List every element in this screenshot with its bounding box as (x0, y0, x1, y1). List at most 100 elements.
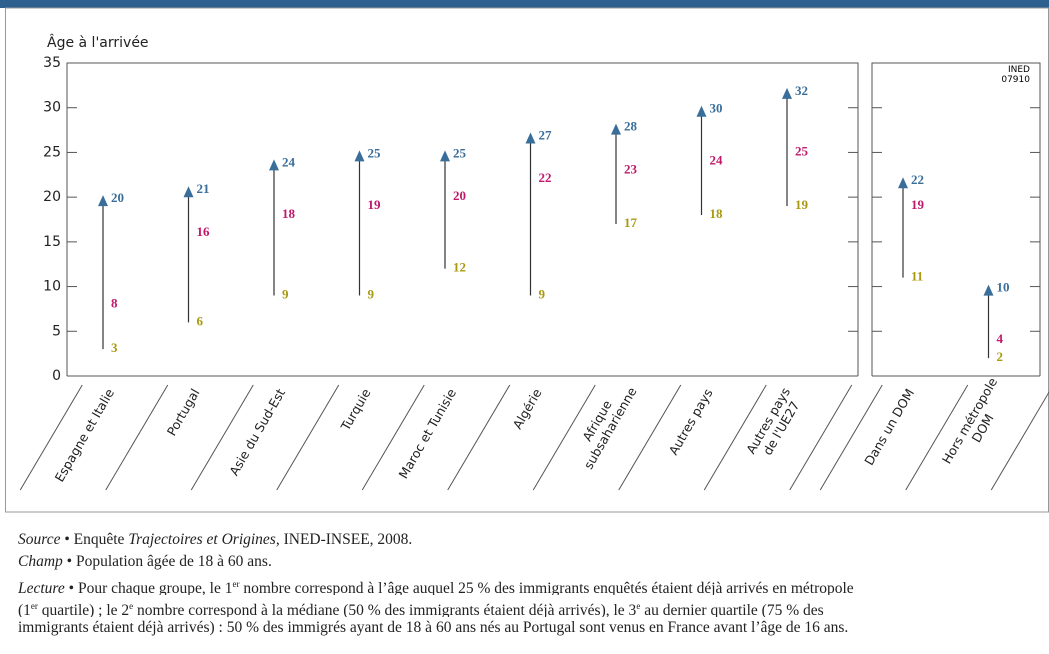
arrow-head (983, 284, 994, 296)
separator (105, 384, 169, 491)
separator (447, 384, 511, 491)
category-label: Turquie (337, 386, 373, 434)
value-label: 30 (710, 101, 723, 116)
annotation: 07910 (1001, 75, 1030, 85)
value-label: 3 (111, 340, 118, 355)
value-label: 2 (997, 349, 1004, 364)
value-label: 12 (453, 260, 466, 275)
footer-text: e (129, 601, 134, 611)
separator (819, 384, 883, 491)
panel-frame (66, 62, 859, 376)
footer-text: nombre correspond à l’âge auquel 25 % de… (239, 580, 854, 595)
value-label: 6 (197, 313, 204, 328)
value-label: 27 (539, 128, 553, 143)
value-label: 9 (539, 286, 546, 301)
value-label: 24 (710, 152, 724, 167)
y-tick-label: 20 (43, 189, 61, 205)
value-label: 23 (624, 161, 638, 176)
value-label: 22 (539, 170, 552, 185)
value-label: 22 (911, 172, 924, 187)
separator (19, 384, 83, 491)
arrow-head (269, 159, 279, 171)
footer-text: immigrants étaient déjà arrivés) : 50 % … (18, 619, 849, 636)
arrow-head (354, 150, 365, 162)
value-label: 25 (368, 145, 382, 160)
category-label: Espagne et Italie (52, 386, 118, 485)
separator (276, 384, 340, 491)
x-tick-label: Algérie (510, 386, 545, 432)
value-label: 25 (795, 143, 809, 158)
category-label: Dans un DOM (861, 386, 917, 468)
footer-text: Source (18, 531, 61, 548)
value-label: 9 (282, 286, 289, 301)
value-label: 18 (710, 206, 724, 221)
value-label: 21 (197, 181, 210, 196)
footer-text: Champ (18, 553, 63, 570)
arrow-head (440, 150, 450, 162)
value-label: 18 (282, 206, 296, 221)
footer-text: Lecture (18, 580, 65, 595)
category-label: Portugal (164, 386, 203, 438)
panel-frame (871, 62, 1041, 376)
arrow-head (696, 105, 707, 117)
separator (789, 384, 853, 491)
separator (532, 384, 596, 491)
value-label: 17 (624, 215, 638, 230)
y-tick-label: 15 (43, 234, 61, 250)
header-bar (0, 0, 1049, 8)
chart: Âge à l'arrivée INED 07910 0 5 10 15 20 25 30 3… (5, 7, 1049, 513)
separator (905, 384, 969, 491)
value-label: 28 (624, 119, 638, 134)
arrow-head (98, 195, 108, 207)
footer-text: Trajectoires et Origines (128, 531, 276, 548)
value-label: 20 (453, 188, 466, 203)
separator (361, 384, 425, 491)
footer: Source • Enquête Trajectoires et Origine… (18, 529, 1049, 639)
category-label: Autres pays (666, 386, 716, 458)
y-tick-label: 35 (43, 55, 61, 71)
footer-text: er (30, 601, 38, 611)
arrow-head (525, 132, 536, 144)
value-label: 4 (997, 331, 1004, 346)
footer-text: e (636, 601, 641, 611)
value-label: 19 (911, 197, 925, 212)
value-label: 10 (997, 280, 1010, 295)
footer-text: er (232, 579, 240, 589)
value-label: 24 (282, 154, 296, 169)
x-tick-label: Maroc et Tunisie (396, 386, 460, 481)
footer-text: au dernier quartile (75 % des (640, 602, 824, 617)
value-label: 9 (368, 286, 375, 301)
value-label: 19 (795, 197, 809, 212)
y-tick-label: 25 (43, 144, 61, 160)
footer-text: • Population âgée de 18 à 60 ans. (66, 553, 272, 570)
y-axis-label: Âge à l'arrivée (47, 33, 149, 51)
arrow-head (183, 186, 194, 198)
category-label: Asie du Sud-Est (226, 386, 288, 478)
separator (990, 391, 1049, 491)
value-label: 25 (453, 145, 467, 160)
x-tick-label: Asie du Sud-Est (226, 386, 288, 478)
category-label: Algérie (510, 386, 545, 432)
separator (190, 384, 254, 491)
footer-text: (1 (18, 602, 31, 617)
value-label: 16 (197, 224, 211, 239)
x-tick-label: Dans un DOM (861, 386, 917, 468)
footer-text: • Pour chaque groupe, le 1 (68, 580, 233, 595)
x-tick-label: Espagne et Italie (52, 386, 118, 485)
y-tick-label: 30 (43, 100, 61, 116)
arrow-head (782, 87, 792, 99)
footer-text: nombre correspond à la médiane (50 % des… (133, 602, 637, 617)
y-tick-label: 0 (52, 368, 61, 384)
footer-text: , INED-INSEE, 2008. (275, 531, 413, 548)
x-tick-label: Autres pays (666, 386, 716, 458)
arrow-head (611, 123, 621, 135)
footer-text: • Enquête (64, 531, 125, 548)
value-label: 19 (368, 197, 382, 212)
category-label: Maroc et Tunisie (396, 386, 460, 481)
value-label: 8 (111, 295, 118, 310)
value-label: 11 (911, 269, 923, 284)
